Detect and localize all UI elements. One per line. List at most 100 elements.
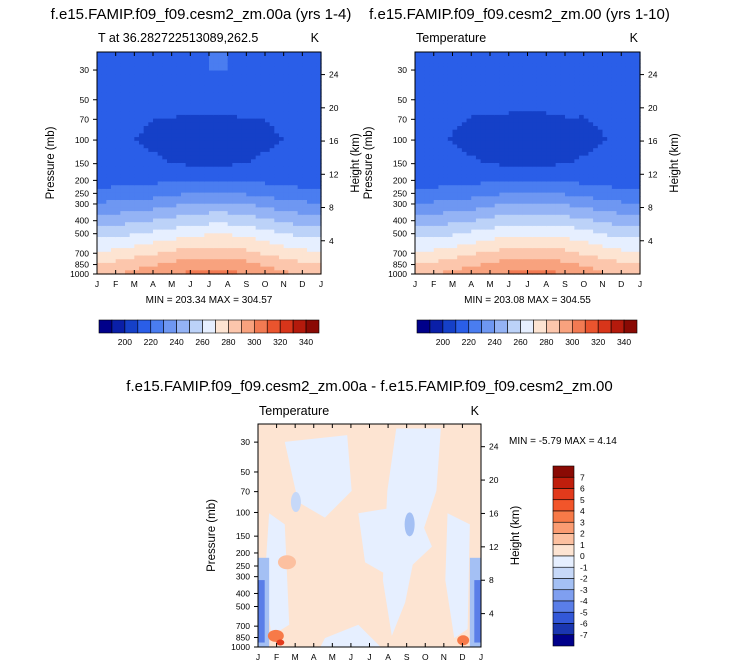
contour-cell — [461, 259, 468, 264]
contour-cell — [167, 248, 173, 253]
contour-cell — [527, 129, 533, 134]
contour-cell — [204, 111, 210, 116]
contour-cell — [167, 81, 173, 86]
contour-cell — [471, 222, 477, 227]
contour-cell — [255, 229, 261, 234]
contour-cell — [480, 255, 486, 260]
contour-cell — [550, 237, 557, 242]
contour-cell — [555, 188, 561, 194]
contour-cell — [153, 166, 159, 171]
contour-cell — [148, 233, 154, 238]
contour-cell — [190, 203, 196, 208]
contour-cell — [115, 81, 121, 86]
contour-cell — [485, 237, 491, 242]
contour-cell — [171, 248, 177, 253]
contour-cell — [134, 163, 140, 168]
contour-cell — [461, 103, 468, 109]
contour-cell — [504, 181, 510, 186]
contour-cell — [415, 55, 421, 60]
contour-cell — [429, 174, 435, 179]
contour-cell — [111, 155, 117, 160]
contour-cell — [148, 70, 154, 75]
contour-cell — [311, 262, 317, 268]
contour-cell — [288, 222, 294, 227]
contour-cell — [199, 259, 205, 264]
contour-cell — [232, 118, 238, 123]
contour-cell — [302, 118, 308, 123]
contour-cell — [522, 177, 529, 183]
contour-cell — [307, 225, 313, 231]
contour-cell — [237, 66, 243, 72]
contour-cell — [494, 126, 500, 131]
contour-cell — [302, 259, 308, 264]
contour-cell — [129, 174, 135, 179]
contour-cell — [190, 233, 196, 238]
contour-cell — [274, 137, 280, 142]
contour-cell — [555, 248, 561, 253]
contour-cell — [251, 92, 257, 97]
contour-cell — [190, 266, 196, 271]
contour-cell — [461, 255, 468, 260]
contour-cell — [536, 107, 543, 112]
contour-cell — [499, 111, 505, 116]
contour-cell — [143, 218, 149, 223]
contour-cell — [269, 248, 275, 253]
contour-cell — [513, 159, 519, 164]
contour-cell — [125, 200, 131, 205]
contour-cell — [485, 166, 491, 171]
contour-cell — [190, 196, 196, 201]
contour-cell — [106, 222, 112, 227]
contour-cell — [97, 100, 103, 105]
contour-cell — [111, 233, 117, 238]
contour-cell — [167, 122, 173, 127]
contour-cell — [527, 55, 533, 60]
contour-cell — [115, 96, 121, 101]
contour-cell — [120, 144, 126, 149]
contour-cell — [227, 214, 233, 220]
contour-cell — [536, 240, 543, 245]
contour-cell — [143, 111, 149, 116]
contour-cell — [181, 81, 187, 86]
contour-cell — [190, 185, 196, 190]
contour-cell — [494, 96, 500, 101]
contour-cell — [181, 222, 187, 227]
contour-cell — [316, 237, 322, 242]
contour-cell — [153, 237, 159, 242]
contour-cell — [424, 174, 430, 179]
contour-cell — [457, 203, 463, 208]
contour-cell — [101, 103, 107, 109]
contour-cell — [297, 74, 303, 79]
contour-cell — [490, 159, 496, 164]
contour-cell — [227, 163, 233, 168]
contour-cell — [569, 96, 575, 101]
contour-cell — [485, 85, 491, 90]
contour-cell — [490, 270, 496, 275]
contour-cell — [475, 148, 482, 153]
contour-cell — [452, 159, 458, 164]
contour-cell — [195, 177, 201, 183]
contour-cell — [111, 170, 117, 175]
contour-cell — [307, 89, 313, 94]
contour-cell — [438, 207, 444, 212]
contour-cell — [232, 222, 238, 227]
contour-cell — [485, 207, 491, 212]
contour-cell — [297, 211, 303, 216]
y-tick-label: 500 — [75, 229, 89, 239]
contour-cell — [447, 229, 454, 234]
contour-cell — [443, 185, 449, 190]
contour-cell — [237, 163, 243, 168]
colorbar-swatch — [305, 319, 320, 334]
contour-cell — [555, 266, 561, 271]
contour-cell — [565, 52, 571, 57]
contour-cell — [106, 111, 112, 116]
contour-cell — [134, 214, 140, 220]
contour-cell — [167, 66, 173, 72]
contour-cell — [265, 225, 271, 231]
contour-cell — [213, 248, 219, 253]
contour-cell — [550, 144, 557, 149]
contour-cell — [499, 148, 505, 153]
colorbar-label: 220 — [144, 337, 158, 347]
contour-cell — [555, 270, 561, 275]
contour-cell — [307, 218, 313, 223]
contour-cell — [251, 196, 257, 201]
